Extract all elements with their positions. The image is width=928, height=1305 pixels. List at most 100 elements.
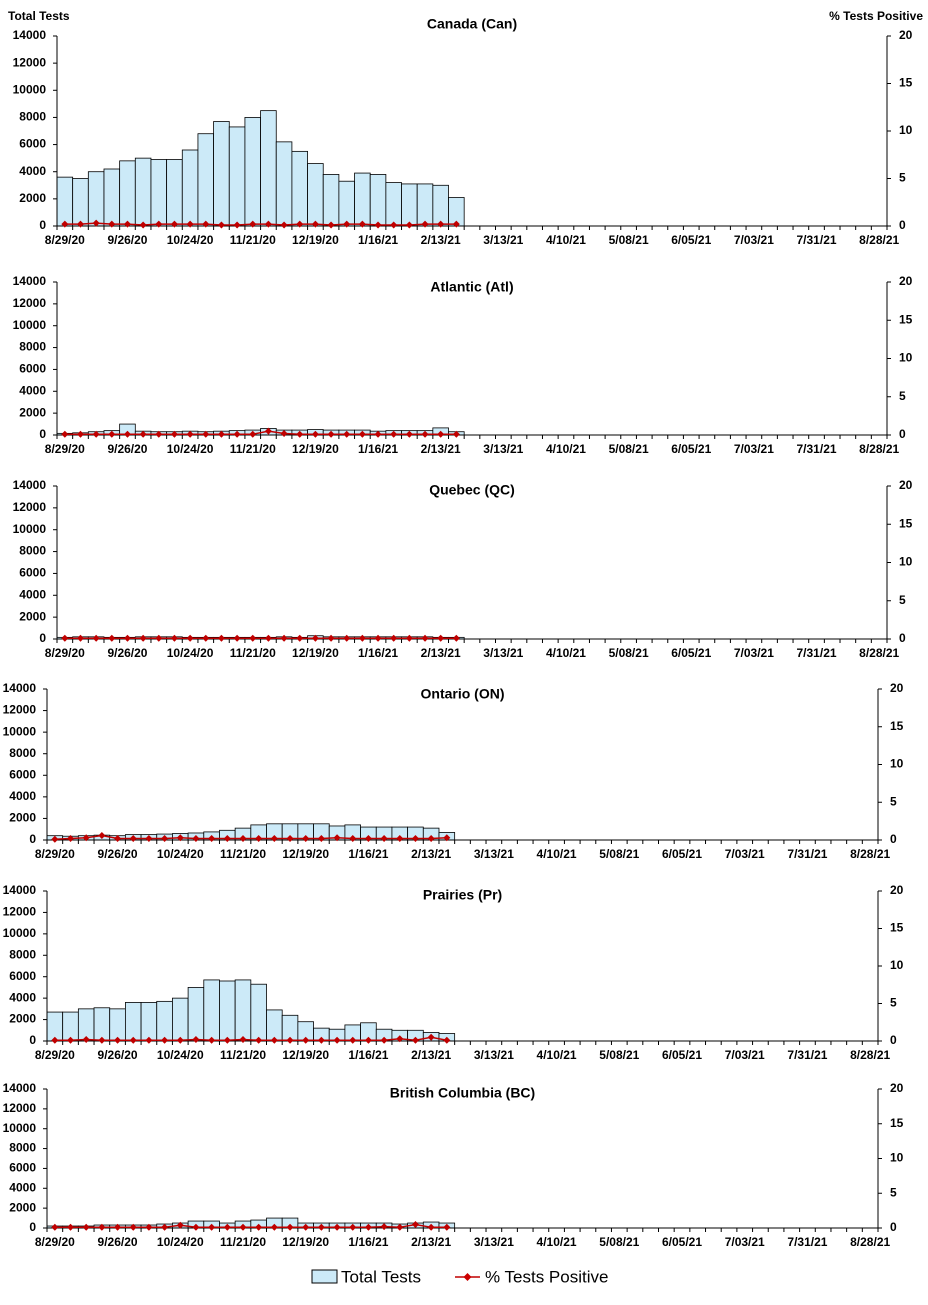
x-tick-label: 5/08/21 bbox=[609, 233, 649, 247]
x-tick-label: 4/10/21 bbox=[537, 1048, 577, 1062]
y-tick-label: 4000 bbox=[19, 383, 46, 397]
bar bbox=[234, 979, 252, 1042]
y-tick-label: 0 bbox=[39, 427, 46, 441]
x-tick-label: 9/26/20 bbox=[98, 847, 138, 861]
line-marker bbox=[129, 1223, 137, 1231]
x-tick-label: 1/16/21 bbox=[358, 233, 398, 247]
line-marker bbox=[123, 430, 131, 438]
line-marker bbox=[270, 834, 278, 842]
line-marker bbox=[249, 220, 257, 228]
x-tick-label: 2/13/21 bbox=[421, 442, 461, 456]
x-tick-label: 7/31/21 bbox=[797, 442, 837, 456]
x-tick-label: 12/19/20 bbox=[292, 442, 339, 456]
bar bbox=[166, 159, 183, 227]
line-marker bbox=[176, 1221, 184, 1229]
x-tick-label: 6/05/21 bbox=[662, 1048, 702, 1062]
bar bbox=[172, 997, 189, 1042]
x-tick-label: 4/10/21 bbox=[546, 646, 586, 660]
bar bbox=[134, 157, 152, 227]
bar bbox=[87, 171, 105, 227]
line-marker bbox=[264, 634, 272, 642]
x-tick-label: 7/31/21 bbox=[787, 1235, 827, 1249]
line-marker bbox=[61, 430, 69, 438]
line-marker bbox=[114, 834, 122, 842]
line-marker bbox=[421, 430, 429, 438]
line-marker bbox=[327, 430, 335, 438]
line-marker bbox=[421, 220, 429, 228]
y2-tick-label: 0 bbox=[890, 1033, 897, 1047]
y2-tick-label: 0 bbox=[899, 427, 906, 441]
line-marker bbox=[92, 219, 100, 227]
y-tick-label: 12000 bbox=[3, 1101, 37, 1115]
line-marker bbox=[437, 430, 445, 438]
x-tick-label: 9/26/20 bbox=[107, 233, 147, 247]
line-marker bbox=[427, 1033, 435, 1041]
line-marker bbox=[333, 834, 341, 842]
x-tick-label: 7/03/21 bbox=[734, 646, 774, 660]
y2-tick-label: 15 bbox=[890, 921, 904, 935]
line-marker bbox=[286, 1036, 294, 1044]
x-tick-label: 7/31/21 bbox=[787, 1048, 827, 1062]
line-marker bbox=[108, 430, 116, 438]
line-marker bbox=[443, 1036, 451, 1044]
x-tick-label: 11/21/20 bbox=[230, 646, 276, 660]
chart-title: British Columbia (BC) bbox=[390, 1085, 535, 1101]
y-tick-label: 4000 bbox=[19, 164, 46, 178]
line-marker bbox=[92, 430, 100, 438]
y-tick-label: 6000 bbox=[9, 1161, 36, 1175]
x-tick-label: 3/13/21 bbox=[474, 1235, 514, 1249]
chart-title: Ontario (ON) bbox=[421, 686, 505, 702]
bar bbox=[322, 174, 340, 227]
line-marker bbox=[145, 1036, 153, 1044]
line-marker bbox=[452, 634, 460, 642]
line-marker bbox=[82, 834, 90, 842]
line-marker bbox=[311, 634, 319, 642]
x-tick-label: 2/13/21 bbox=[421, 646, 461, 660]
y-tick-label: 8000 bbox=[9, 1141, 36, 1155]
line-marker bbox=[202, 430, 210, 438]
y-tick-label: 14000 bbox=[13, 28, 47, 42]
line-marker bbox=[317, 1036, 325, 1044]
x-tick-label: 12/19/20 bbox=[292, 646, 339, 660]
bar bbox=[219, 980, 236, 1042]
y-tick-label: 8000 bbox=[9, 746, 36, 760]
line-marker bbox=[239, 1036, 247, 1043]
line-marker bbox=[302, 1223, 310, 1231]
line-marker bbox=[233, 221, 241, 229]
bar bbox=[401, 183, 418, 227]
y-tick-label: 6000 bbox=[19, 137, 46, 151]
line-marker bbox=[374, 430, 382, 438]
line-marker bbox=[302, 1036, 310, 1044]
line-marker bbox=[374, 221, 382, 229]
line-marker bbox=[390, 634, 398, 642]
x-tick-label: 8/29/20 bbox=[35, 1235, 75, 1249]
x-tick-label: 9/26/20 bbox=[107, 646, 147, 660]
line-marker bbox=[270, 1223, 278, 1231]
x-tick-label: 9/26/20 bbox=[98, 1048, 138, 1062]
x-tick-label: 4/10/21 bbox=[537, 1235, 577, 1249]
x-tick-label: 3/13/21 bbox=[483, 233, 523, 247]
line-marker bbox=[380, 1036, 388, 1044]
line-marker bbox=[139, 634, 147, 642]
x-tick-label: 7/03/21 bbox=[725, 847, 765, 861]
x-tick-label: 2/13/21 bbox=[421, 233, 461, 247]
x-tick-label: 6/05/21 bbox=[671, 233, 711, 247]
line-marker bbox=[333, 1036, 341, 1044]
legend-swatch-bar bbox=[311, 1269, 338, 1284]
x-tick-label: 12/19/20 bbox=[282, 1235, 329, 1249]
x-tick-label: 3/13/21 bbox=[483, 646, 523, 660]
line-marker bbox=[145, 834, 153, 842]
x-tick-label: 3/13/21 bbox=[474, 847, 514, 861]
bar bbox=[140, 1002, 158, 1042]
x-tick-label: 5/08/21 bbox=[609, 442, 649, 456]
line-marker bbox=[170, 634, 178, 642]
y2-axis-label: % Tests Positive bbox=[829, 9, 923, 23]
y2-tick-label: 15 bbox=[899, 312, 913, 326]
y-tick-label: 0 bbox=[29, 832, 36, 846]
y-tick-label: 12000 bbox=[13, 296, 47, 310]
line-marker bbox=[202, 634, 210, 642]
y-tick-label: 2000 bbox=[19, 191, 46, 205]
line-marker bbox=[186, 430, 194, 438]
line-marker bbox=[411, 1036, 419, 1044]
